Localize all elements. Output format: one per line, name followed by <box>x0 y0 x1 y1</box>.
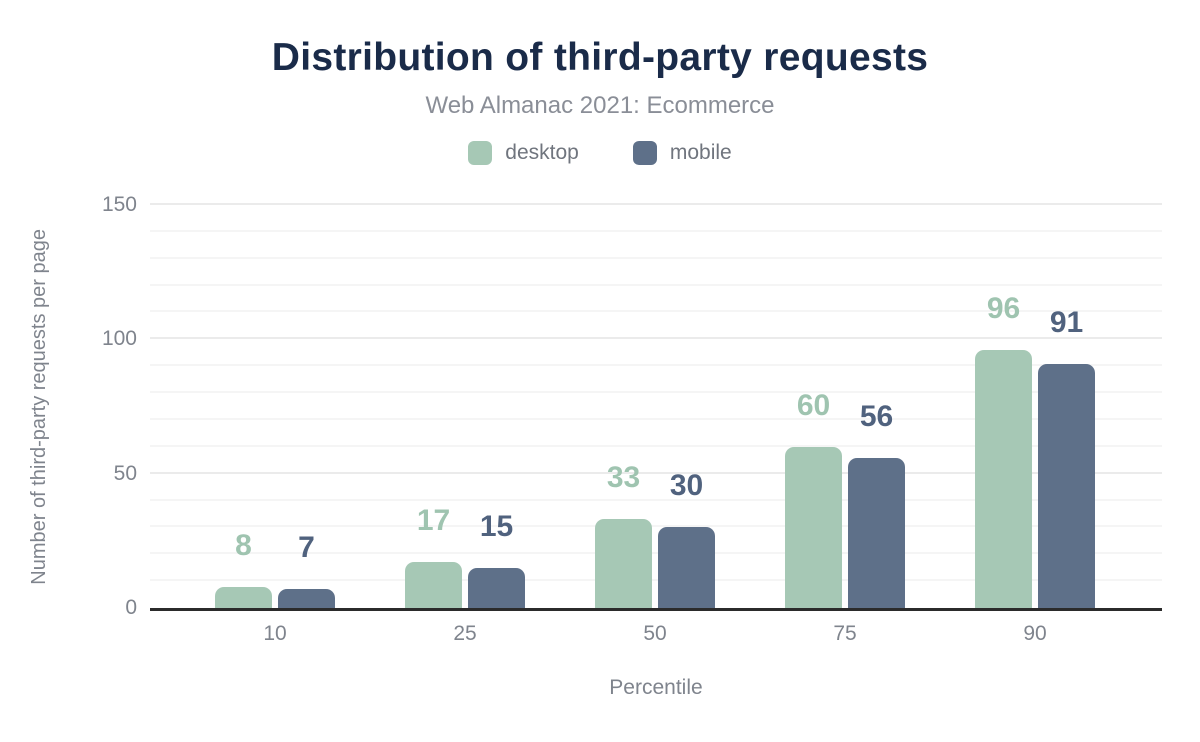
gridline-100 <box>150 337 1162 340</box>
legend: desktop mobile <box>0 141 1200 165</box>
gridline-50 <box>150 471 1162 474</box>
y-axis-label-wrap: Number of third-party requests per page <box>28 205 51 608</box>
mobile-swatch-icon <box>632 141 657 165</box>
y-tick-label-50: 50 <box>113 461 137 485</box>
desktop-value-label-p10: 8 <box>235 528 252 562</box>
mobile-bar-p10: 7 <box>278 533 335 608</box>
mobile-value-label-p25: 15 <box>479 509 514 543</box>
bar-group-50: 33 30 50 <box>560 205 750 645</box>
desktop-value-label-p75: 60 <box>796 388 831 422</box>
mobile-bar-p75: 56 <box>848 401 905 608</box>
x-tick-label-25: 25 <box>453 622 477 645</box>
bar-pair: 33 30 <box>560 463 750 608</box>
x-axis-title: Percentile <box>609 676 703 699</box>
mobile-value-label-p10: 7 <box>298 531 315 565</box>
mobile-bar-p90: 91 <box>1038 307 1095 608</box>
gridline-120 <box>150 283 1162 286</box>
gridline-30 <box>150 525 1162 528</box>
gridline-90 <box>150 364 1162 367</box>
gridline-70 <box>150 417 1162 420</box>
chart-subtitle: Web Almanac 2021: Ecommerce <box>425 92 775 119</box>
desktop-value-label-p25: 17 <box>416 504 451 538</box>
x-tick-label-75: 75 <box>833 622 857 645</box>
desktop-value-label-p90: 96 <box>986 292 1021 326</box>
gridline-80 <box>150 391 1162 394</box>
bar-pair: 96 91 <box>940 294 1130 608</box>
bar-pair: 17 15 <box>370 506 560 608</box>
gridline-110 <box>150 310 1162 313</box>
gridline-20 <box>150 552 1162 555</box>
legend-item-mobile: mobile <box>632 141 732 165</box>
gridline-60 <box>150 444 1162 447</box>
chart-title: Distribution of third-party requests <box>271 36 929 79</box>
desktop-swatch-icon <box>468 141 493 165</box>
x-tick-label-10: 10 <box>263 622 287 645</box>
desktop-bar-p75: 60 <box>785 390 842 608</box>
mobile-bar-p25: 15 <box>468 511 525 608</box>
mobile-value-label-p90: 91 <box>1049 305 1084 339</box>
bar-group-25: 17 15 25 <box>370 205 560 645</box>
desktop-bar-p90: 96 <box>975 294 1032 608</box>
gridline-40 <box>150 498 1162 501</box>
y-tick-label-100: 100 <box>101 327 137 351</box>
desktop-bar-p10: 8 <box>215 530 272 608</box>
bar-group-75: 60 56 75 <box>750 205 940 645</box>
desktop-bar-p50: 33 <box>595 463 652 608</box>
gridline-150 <box>150 203 1162 205</box>
legend-label: mobile <box>669 141 732 164</box>
desktop-bar-p25: 17 <box>405 506 462 608</box>
gridline-140 <box>150 229 1162 232</box>
gridline-10 <box>150 579 1162 582</box>
desktop-value-label-p50: 33 <box>606 461 641 495</box>
gridline-130 <box>150 256 1162 259</box>
legend-item-desktop: desktop <box>468 141 579 165</box>
x-axis-line <box>150 608 1162 611</box>
bar-group-10: 8 7 10 <box>180 205 370 645</box>
y-tick-label-150: 150 <box>101 193 137 216</box>
y-axis-title: Number of third-party requests per page <box>28 228 50 585</box>
y-tick-label-0: 0 <box>125 596 137 619</box>
mobile-bar-p50: 30 <box>658 471 715 608</box>
x-tick-label-90: 90 <box>1023 622 1047 645</box>
bar-group-90: 96 91 90 <box>940 205 1130 645</box>
x-tick-label-50: 50 <box>643 622 667 645</box>
mobile-value-label-p75: 56 <box>859 399 894 433</box>
legend-label: desktop <box>505 141 579 164</box>
plot-area: 0 50 100 150 8 7 10 17 15 25 33 30 50 60 56 75 96 91 90 <box>102 193 1162 645</box>
bar-pair: 60 56 <box>750 390 940 608</box>
mobile-value-label-p50: 30 <box>669 469 704 503</box>
